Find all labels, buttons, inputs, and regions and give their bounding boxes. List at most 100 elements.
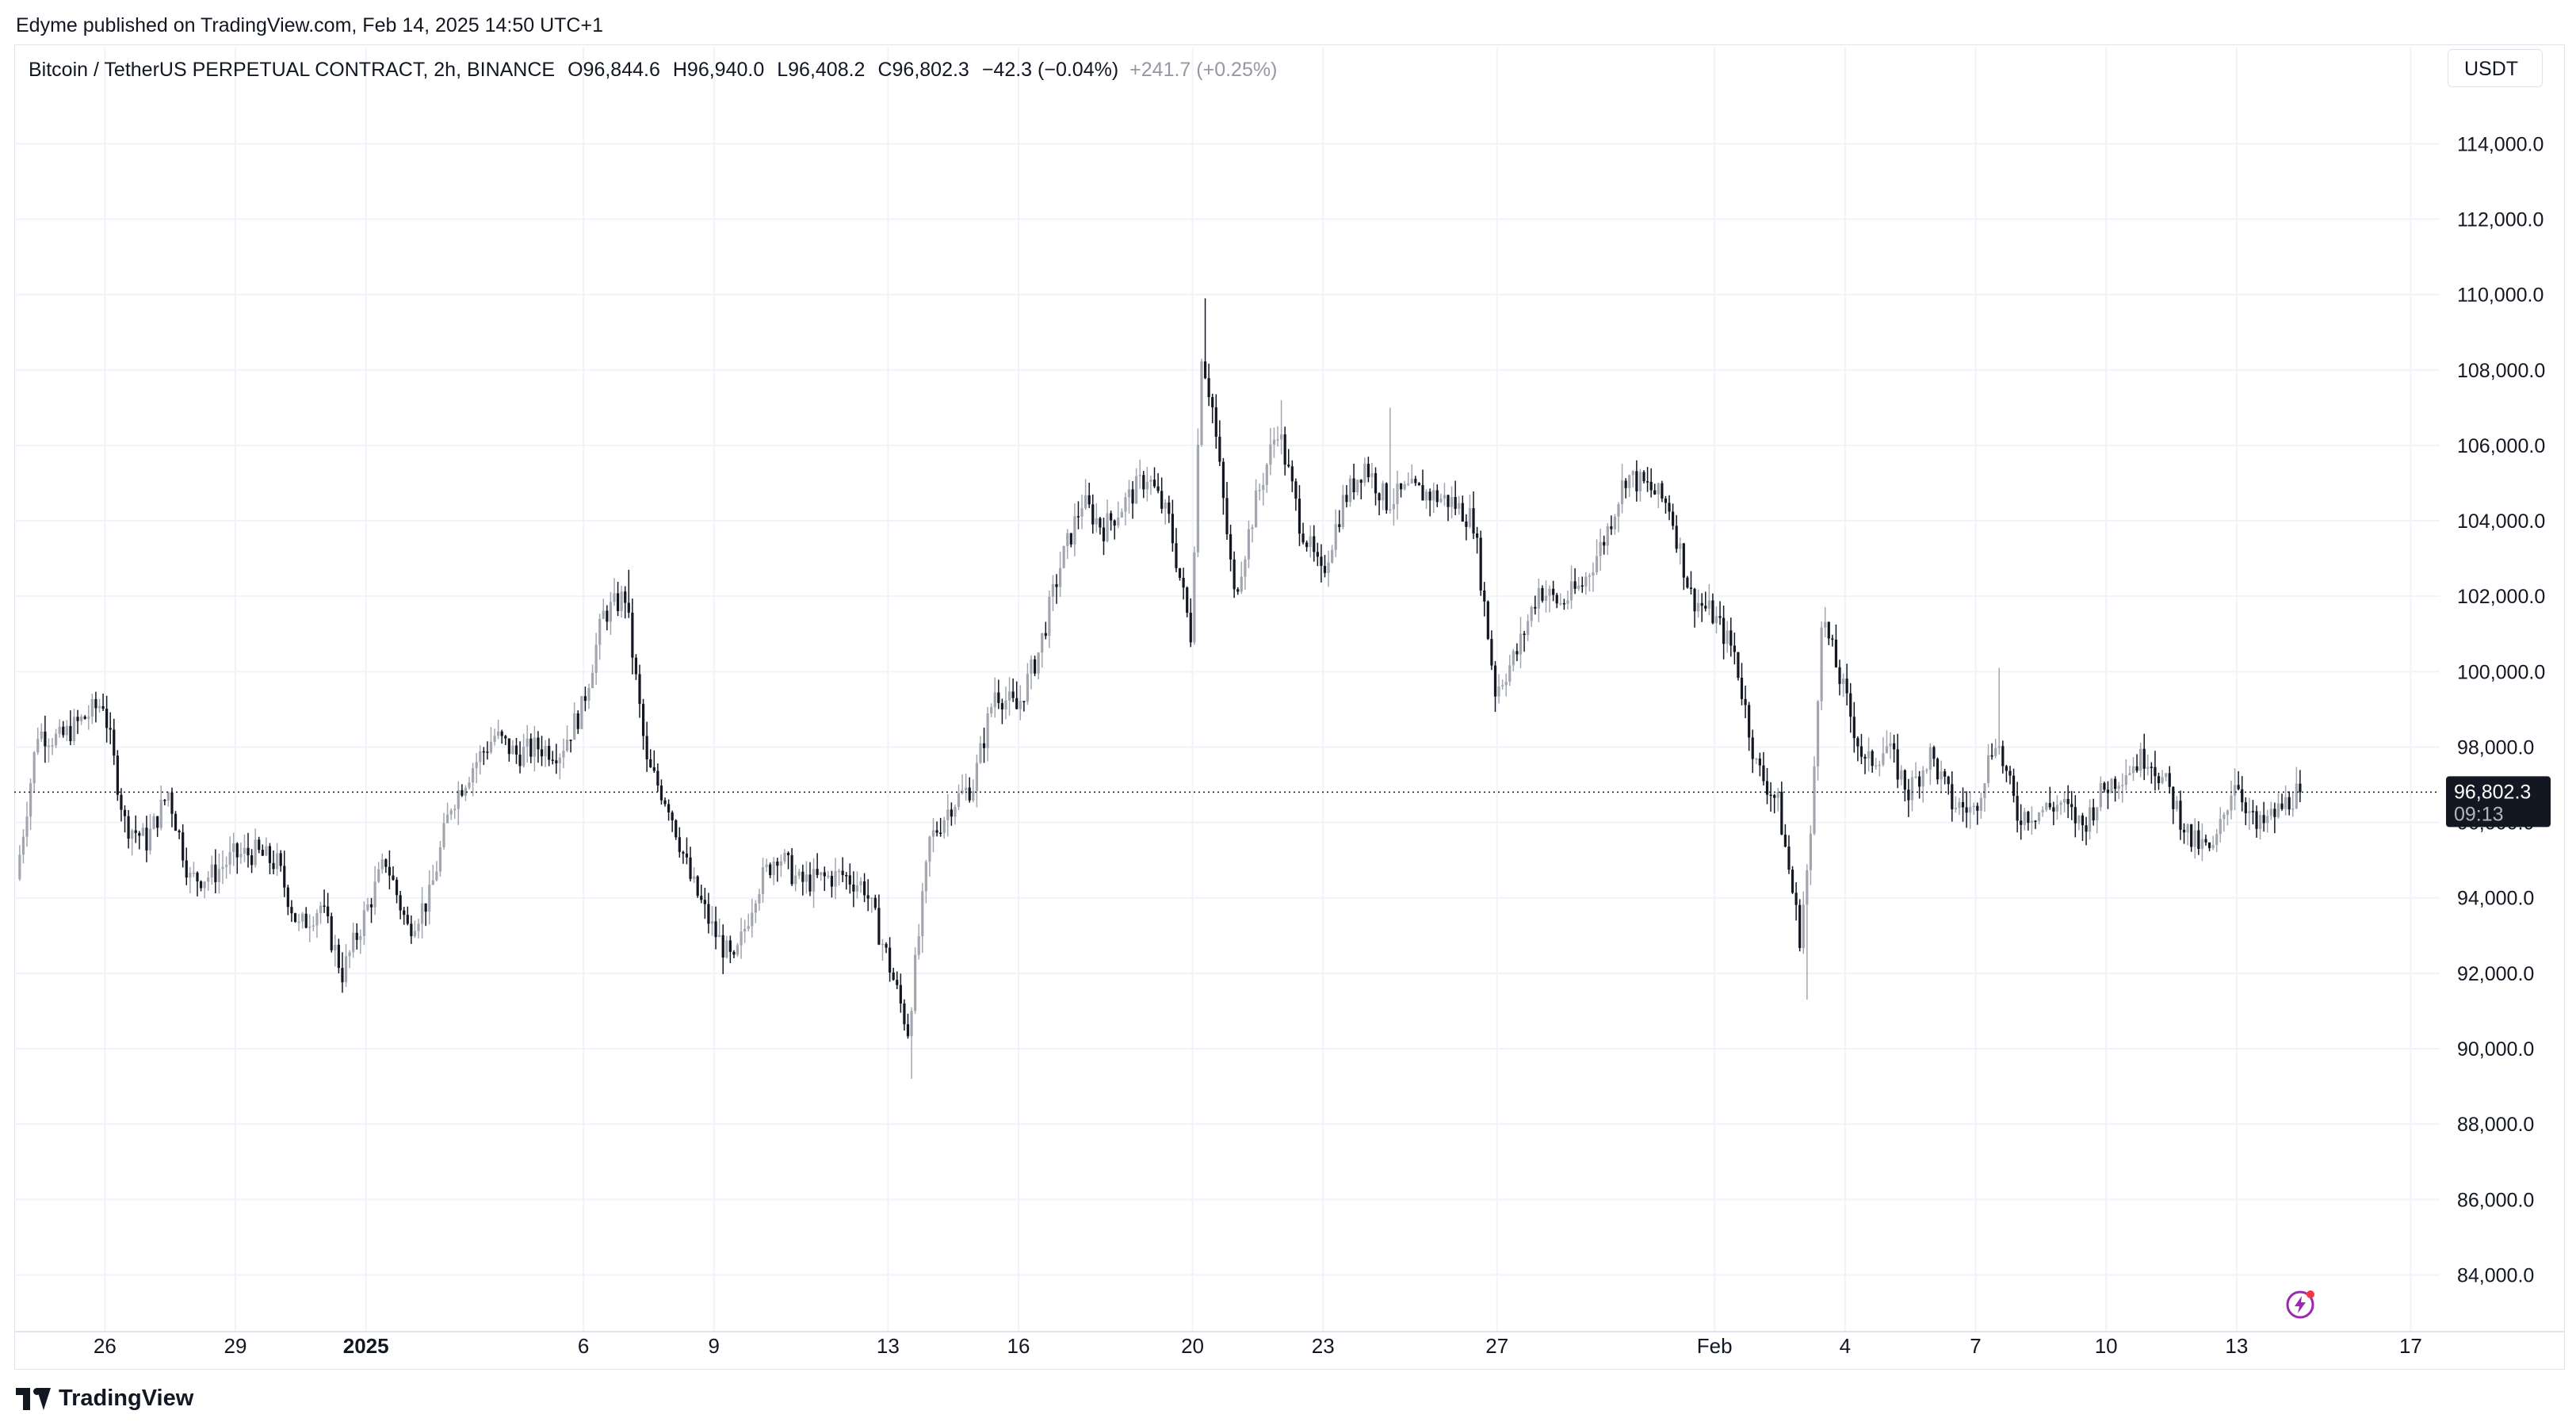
candle [946,793,950,837]
candle [896,971,899,989]
candle [2219,807,2222,843]
candle [631,598,634,675]
candle [1251,524,1254,543]
candle [855,871,859,899]
candle [786,851,790,870]
x-tick-label: 2025 [343,1334,389,1358]
candle [47,738,51,763]
candle [1055,574,1058,604]
candle [420,887,424,939]
candle [1940,760,1943,793]
legend-change: −42.3 (−0.04%) [981,59,1119,81]
candle [2193,818,2196,859]
legend-open: O96,844.6 [568,59,660,81]
candle [156,816,159,837]
candle [1048,591,1051,648]
candle [1918,770,1921,799]
candle [384,858,388,873]
candle [293,912,297,923]
candle [624,586,627,619]
candle [362,901,365,946]
candle [1867,737,1871,772]
candle [1447,495,1450,522]
candle [2258,811,2262,840]
candle [1254,479,1258,528]
candle [315,909,319,938]
candle [1693,587,1696,628]
candle [1527,614,1530,641]
candle [1961,787,1965,822]
candle [1508,655,1512,686]
candle [1595,539,1599,575]
candle [192,862,196,877]
candle [1620,464,1624,514]
candle [319,901,323,924]
candle [2190,824,2193,852]
candle [754,900,757,923]
candle [910,1007,913,1080]
candle [834,858,837,900]
candle [308,914,311,942]
candle [689,847,692,882]
candle [1849,682,1852,733]
candle [90,694,94,724]
candle [1530,605,1533,627]
candle [199,880,203,892]
candle [148,814,152,854]
candle [2103,781,2106,793]
candle [1066,529,1069,560]
candle [1769,782,1772,812]
candle [1127,480,1131,514]
candle [1893,734,1896,763]
candle [1631,470,1634,487]
footer-brand[interactable]: TradingView [16,1386,193,1412]
candle [1541,585,1544,603]
candle [587,683,590,709]
candle [1378,492,1381,516]
candle [965,773,968,801]
candle [2233,768,2237,811]
candle [163,799,166,806]
candle [152,813,155,830]
candle [1969,791,1972,829]
candle [1037,652,1040,679]
currency-button[interactable]: USDT [2448,49,2543,87]
candle [1889,732,1892,759]
candle [1145,467,1148,502]
candle [1552,580,1555,602]
candle [258,836,261,854]
candle [1102,518,1106,556]
candle [1697,589,1700,618]
candle [355,923,358,950]
candle [1265,462,1268,493]
candle [1033,656,1037,676]
candle [1178,568,1182,581]
candle [174,811,178,831]
candle [1298,485,1301,546]
candle [1313,525,1316,562]
candle [1748,701,1751,751]
chart-frame[interactable] [14,44,2565,1370]
candle [2030,806,2034,835]
x-tick-label: 13 [2225,1334,2248,1358]
candle [1834,624,1838,668]
candle [1555,592,1558,609]
candle [32,751,36,792]
candle [714,906,717,950]
candle [1030,655,1033,690]
candle [2248,797,2251,830]
candle [1914,762,1917,779]
candle [1577,577,1580,591]
candle [2295,766,2298,809]
candle [36,727,40,755]
candle [344,944,348,988]
candle [424,903,427,927]
candle [265,837,268,857]
candle [1711,593,1714,625]
candle [1476,526,1479,554]
candle [2062,792,2066,812]
candle [250,849,254,873]
flash-icon[interactable] [2284,1289,2316,1321]
candle [2124,759,2127,791]
